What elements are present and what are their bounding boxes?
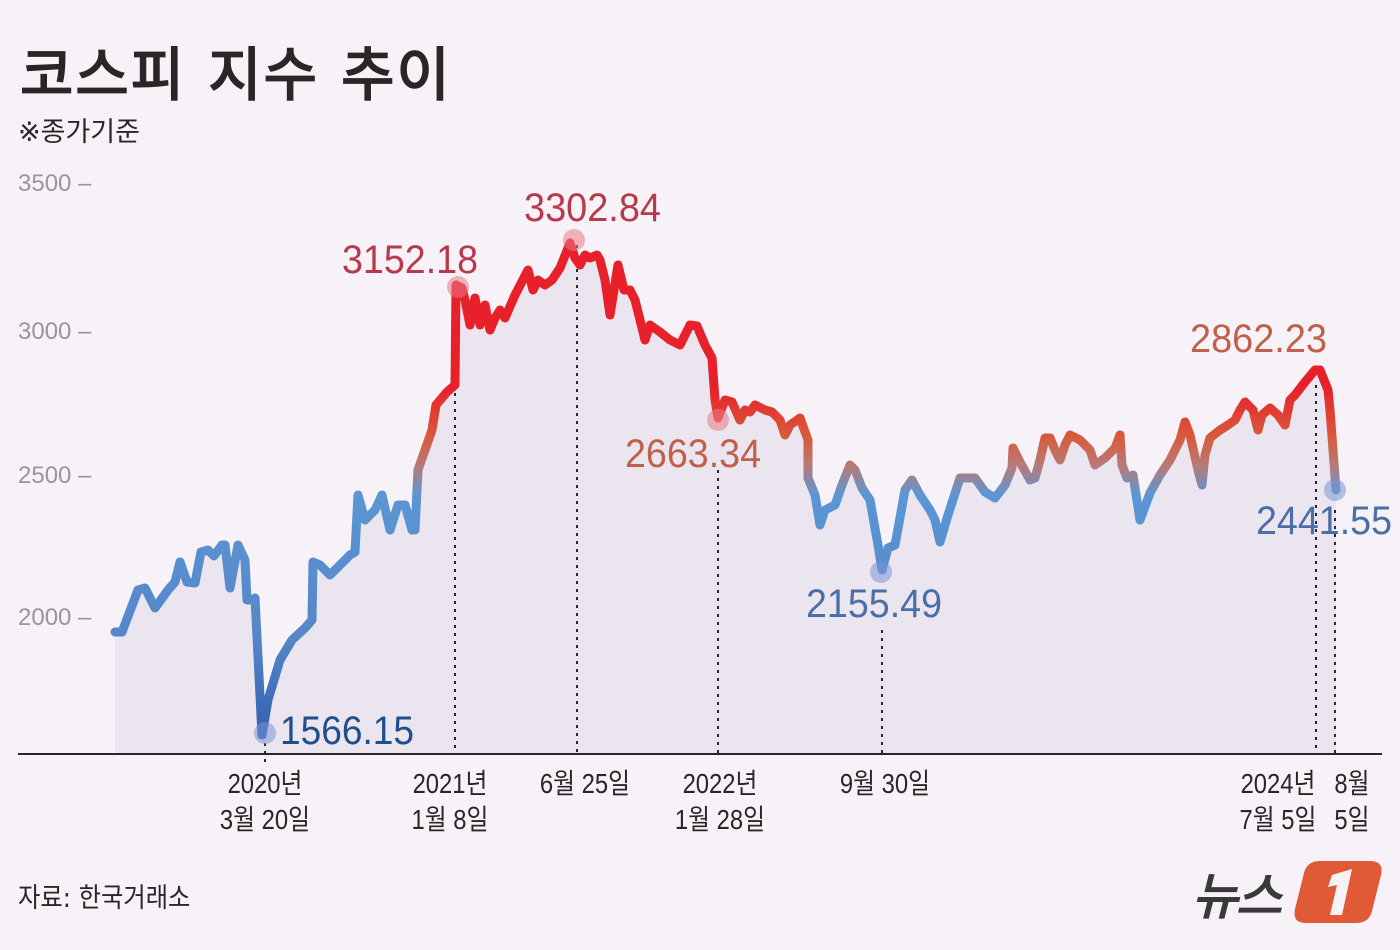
x-label-line1: 2024년 bbox=[1240, 768, 1316, 799]
label-2862: 2862.23 bbox=[1190, 317, 1327, 361]
logo-mark-icon bbox=[1294, 861, 1382, 923]
y-tick-3500: 3500 – bbox=[18, 170, 92, 197]
y-tick-2000: 2000 – bbox=[18, 604, 92, 631]
x-label-line1: 2022년 bbox=[682, 768, 758, 799]
chart-title: 코스피 지수 추이 bbox=[20, 41, 452, 109]
chart-subtitle: ※종가기준 bbox=[18, 117, 140, 148]
x-label-2022-01-28: 2022년 1월 28일 bbox=[669, 766, 771, 838]
x-label-line2: 7월 5일 bbox=[1239, 804, 1317, 835]
x-label-2020-03-20: 2020년 3월 20일 bbox=[214, 766, 316, 838]
x-label-2024-07-05: 2024년 7월 5일 bbox=[1236, 766, 1321, 838]
label-3152: 3152.18 bbox=[342, 238, 478, 282]
marker-2021-06-25 bbox=[563, 229, 585, 251]
x-label-line2: 1월 28일 bbox=[674, 804, 766, 835]
label-2441: 2441.55 bbox=[1256, 499, 1392, 543]
marker-2021-01-08 bbox=[447, 276, 469, 298]
marker-2022-01-28 bbox=[707, 409, 729, 431]
label-2155: 2155.49 bbox=[806, 582, 942, 626]
x-label-line2: 1월 8일 bbox=[411, 804, 489, 835]
y-tick-2500: 2500 – bbox=[18, 462, 92, 489]
marker-2024-08-05 bbox=[1324, 479, 1346, 501]
x-label-2022-09-30: 9월 30일 bbox=[834, 766, 936, 802]
label-3302: 3302.84 bbox=[524, 186, 661, 230]
logo-text: 뉴스 bbox=[1192, 868, 1282, 926]
marker-2020-03-20 bbox=[254, 722, 276, 744]
kospi-line bbox=[110, 238, 1341, 740]
x-label-line2: 3월 20일 bbox=[219, 804, 311, 835]
x-label-line1: 9월 30일 bbox=[839, 768, 931, 799]
y-tick-3000: 3000 – bbox=[18, 318, 92, 345]
label-1566: 1566.15 bbox=[280, 709, 414, 753]
source-note: 자료: 한국거래소 bbox=[18, 883, 191, 914]
x-label-line1: 2020년 bbox=[227, 768, 303, 799]
area-fill bbox=[115, 243, 1336, 754]
x-label-2021-06-25: 6월 25일 bbox=[534, 766, 636, 802]
marker-2022-09-30 bbox=[870, 561, 892, 583]
x-label-2021-01-08: 2021년 1월 8일 bbox=[403, 766, 497, 838]
x-label-line2: 5일 bbox=[1334, 804, 1370, 835]
x-label-line1: 6월 25일 bbox=[539, 768, 631, 799]
guide-lines bbox=[264, 245, 1336, 765]
x-label-line1: 2021년 bbox=[412, 768, 488, 799]
label-2663: 2663.34 bbox=[625, 432, 761, 476]
x-label-2024-08-05: 8월 5일 bbox=[1327, 766, 1378, 838]
news1-logo: 뉴스 bbox=[1192, 855, 1384, 926]
x-label-line1: 8월 bbox=[1334, 768, 1370, 799]
